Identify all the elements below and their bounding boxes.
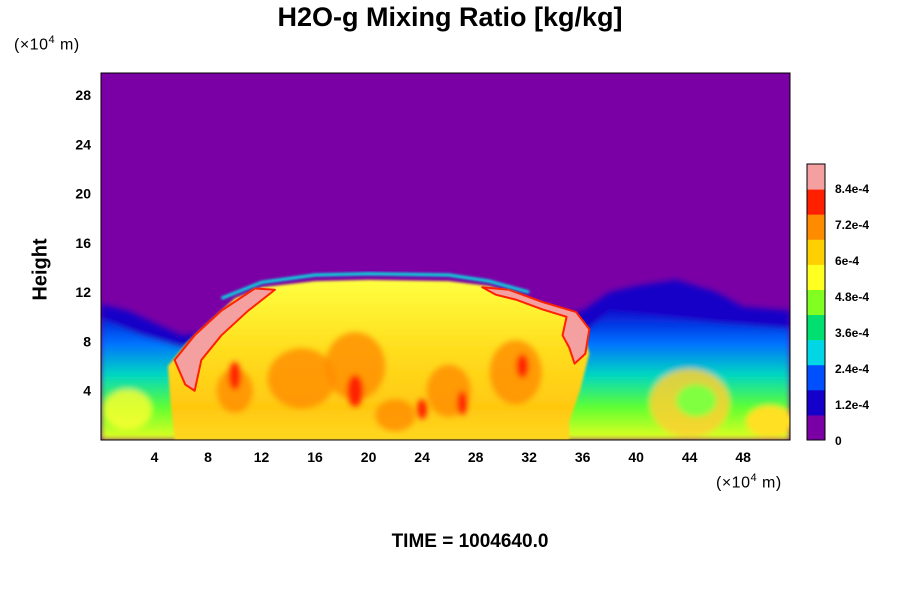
- y-tick-label-4: 20: [75, 186, 91, 202]
- left-anvil-edge: [173, 287, 276, 392]
- left-swirl: [103, 389, 152, 430]
- orange-core-3: [489, 340, 542, 405]
- colorbar-segment-8: [807, 214, 825, 240]
- y-tick-label-2: 12: [75, 284, 91, 300]
- x-tick-label-11: 48: [735, 449, 751, 465]
- colorbar-segment-3: [807, 339, 825, 366]
- colorbar-tick-label-5: 2.4e-4: [835, 362, 869, 376]
- chart-title: H2O-g Mixing Ratio [kg/kg]: [277, 2, 623, 32]
- colorbar-segment-5: [807, 289, 825, 316]
- colorbar-segment-1: [807, 389, 825, 416]
- x-tick-label-4: 20: [361, 449, 377, 465]
- y-tick-label-5: 24: [75, 136, 91, 152]
- x-tick-label-5: 24: [414, 449, 430, 465]
- colorbar-tick-label-6: 1.2e-4: [835, 398, 869, 412]
- orange-core-4: [216, 368, 253, 413]
- x-tick-label-7: 32: [521, 449, 537, 465]
- red-core-1: [347, 374, 364, 407]
- colorbar-segment-7: [807, 239, 825, 265]
- red-core-2: [457, 391, 468, 416]
- time-label: TIME = 1004640.0: [391, 531, 549, 552]
- y-tick-label-3: 16: [75, 235, 91, 251]
- x-tick-label-8: 36: [575, 449, 591, 465]
- y-unit-label: (×104 m): [14, 34, 80, 54]
- orange-core-1: [325, 332, 386, 401]
- colorbar-tick-label-7: 0: [835, 434, 842, 448]
- x-tick-label-10: 44: [682, 449, 698, 465]
- right-anvil-edge: [481, 286, 591, 365]
- orange-core-0: [267, 348, 336, 409]
- x-unit-label: (×104 m): [716, 472, 782, 492]
- cloud-group: [167, 272, 591, 440]
- x-tick-label-0: 4: [151, 449, 159, 465]
- x-tick-label-1: 8: [204, 449, 212, 465]
- colorbar-segment-2: [807, 364, 825, 391]
- orange-core-5: [375, 399, 416, 432]
- red-core-3: [417, 399, 428, 420]
- colorbar-tick-label-2: 6e-4: [835, 254, 859, 268]
- cloud-top-outline: [220, 272, 530, 300]
- x-tick-label-6: 28: [468, 449, 484, 465]
- colorbar-segment-6: [807, 264, 825, 290]
- red-core-4: [516, 354, 529, 379]
- x-tick-label-2: 12: [254, 449, 270, 465]
- colorbar-segment-10: [807, 164, 825, 190]
- colorbar-segment-4: [807, 314, 825, 341]
- colorbar-frame: [806, 163, 826, 441]
- right-swirl-inner: [676, 384, 717, 417]
- colorbar-tick-label-4: 3.6e-4: [835, 326, 869, 340]
- y-tick-label-0: 4: [83, 383, 91, 399]
- red-core-0: [228, 361, 241, 390]
- colorbar-segment-9: [807, 189, 825, 215]
- colorbar-tick-label-1: 7.2e-4: [835, 218, 869, 232]
- y-tick-label-6: 28: [75, 87, 91, 103]
- colorbar-tick-label-0: 8.4e-4: [835, 182, 869, 196]
- cloud-cores: [216, 332, 542, 432]
- right-corner-moist: [745, 405, 790, 438]
- x-tick-label-3: 16: [307, 449, 323, 465]
- anvil-edges: [173, 286, 591, 392]
- x-tick-label-9: 40: [628, 449, 644, 465]
- colorbar-segment-0: [807, 414, 825, 441]
- plot-frame: [100, 72, 791, 441]
- colorbar-tick-label-3: 4.8e-4: [835, 290, 869, 304]
- y-tick-label-1: 8: [83, 333, 91, 349]
